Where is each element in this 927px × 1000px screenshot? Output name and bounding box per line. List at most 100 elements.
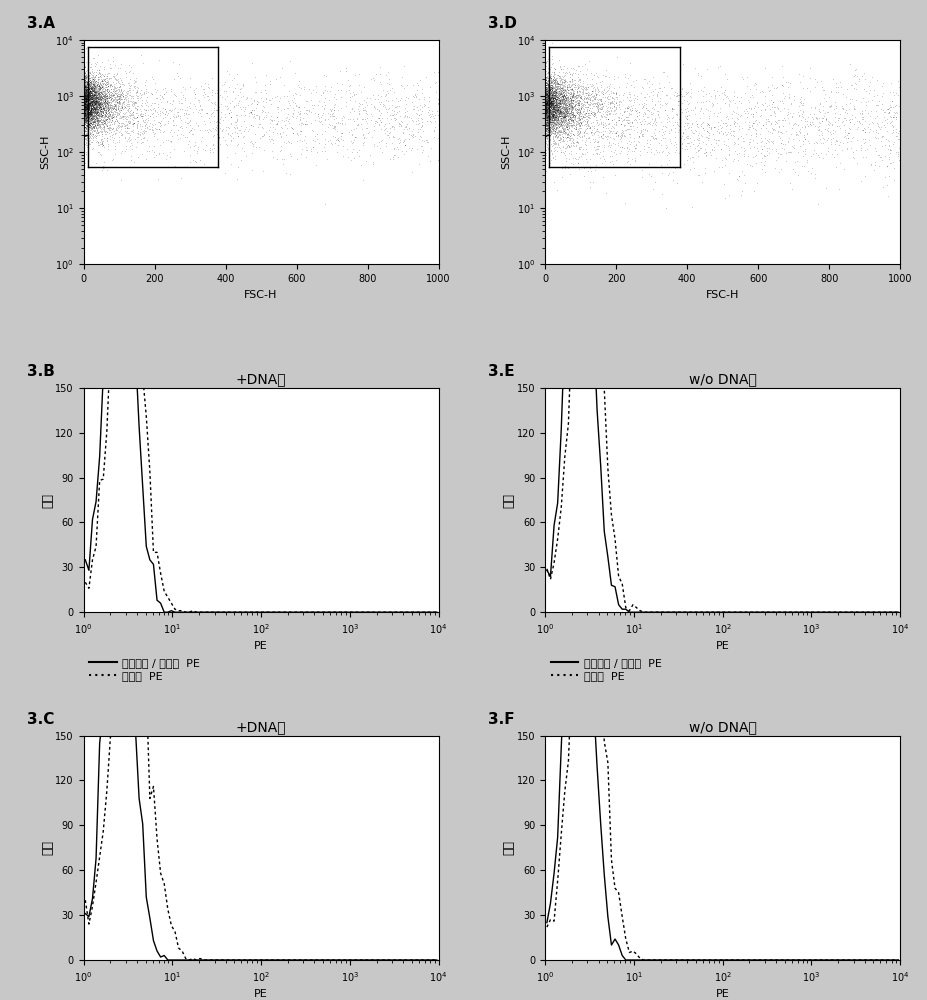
Point [108,111,123,127]
Point [82,116,96,132]
Point [550,125,565,141]
Point [553,80,568,96]
Point [359,120,374,136]
Point [83,106,97,122]
Point [547,104,562,120]
Point [77,99,92,115]
Point [836,129,851,145]
Point [87,108,102,124]
Point [84,117,99,133]
Point [101,90,116,106]
Point [557,103,572,119]
Point [79,81,94,97]
Point [561,138,576,154]
Point [78,90,93,106]
Point [88,89,103,105]
Point [616,117,631,133]
Point [671,93,686,109]
Point [80,70,95,86]
Point [396,109,411,125]
Point [76,98,91,114]
Point [551,90,565,106]
Point [79,87,94,103]
Point [125,112,140,128]
Point [548,128,563,144]
Point [669,117,684,133]
Point [81,103,95,119]
Point [543,105,558,121]
Point [77,87,92,103]
Point [634,96,649,112]
Point [559,99,574,115]
Point [562,73,577,89]
Point [814,79,829,95]
Point [750,143,765,159]
Point [556,122,571,138]
Point [823,97,838,113]
Point [79,104,94,120]
Point [263,108,278,124]
Point [551,64,565,80]
Point [570,80,585,96]
Point [547,126,562,142]
Point [552,113,567,129]
Point [92,62,107,78]
Point [87,83,102,99]
Point [543,89,558,105]
Point [568,97,583,113]
Point [867,154,882,170]
Point [801,106,816,122]
Point [115,100,130,116]
Point [538,82,552,98]
Point [81,96,95,112]
Point [83,107,97,123]
Point [572,104,587,120]
Point [86,95,101,111]
Point [88,102,103,118]
Point [552,87,567,103]
Point [79,103,94,119]
Point [79,82,94,98]
Point [98,88,113,104]
Point [861,132,876,148]
Point [82,105,96,121]
Point [541,104,556,120]
Point [538,99,552,115]
Point [600,99,615,115]
Point [545,135,560,151]
Point [699,123,714,139]
Point [554,105,569,121]
Point [84,89,99,105]
Point [559,60,574,76]
Point [540,92,555,108]
Point [413,101,427,117]
Point [243,96,258,112]
Point [79,86,94,102]
Point [572,89,587,105]
Point [559,103,574,119]
Point [88,81,103,97]
Point [553,100,568,116]
Point [677,131,692,147]
Point [399,118,413,134]
Point [791,123,806,139]
Point [87,100,102,116]
Point [183,113,197,129]
Point [77,105,92,121]
Point [80,106,95,122]
Point [795,127,810,143]
Point [89,113,104,129]
Point [351,77,366,93]
Point [306,123,321,139]
Point [100,109,115,125]
Point [89,85,104,101]
Point [115,109,130,125]
Point [79,85,94,101]
Point [546,80,561,96]
Point [542,81,557,97]
Point [554,88,569,104]
Point [550,128,565,144]
Point [172,108,187,124]
Point [558,92,573,108]
Point [679,148,694,164]
